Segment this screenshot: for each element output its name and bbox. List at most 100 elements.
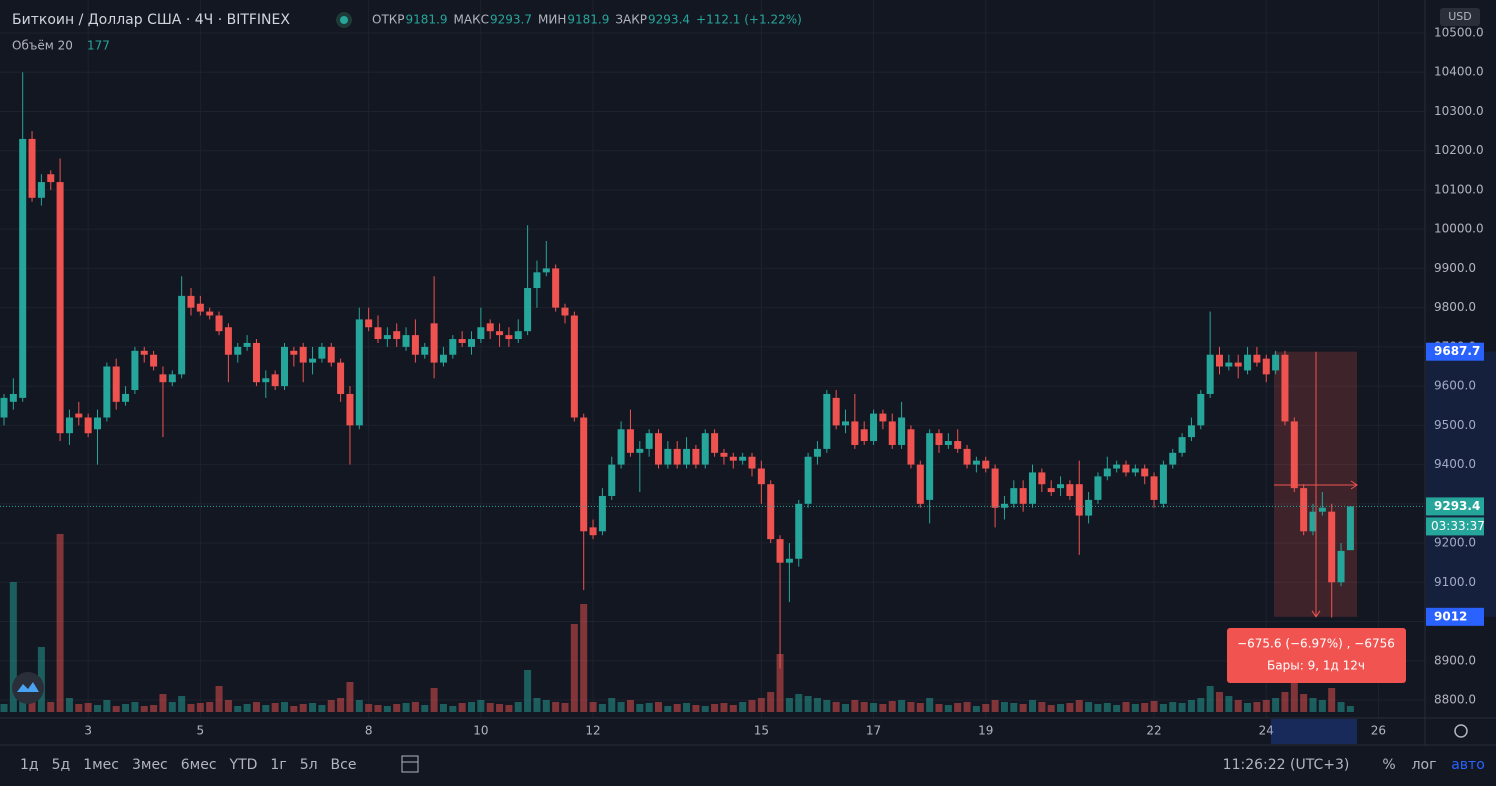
volume-bar: [178, 696, 186, 712]
auto-toggle[interactable]: авто: [1451, 757, 1485, 773]
volume-bar: [56, 534, 64, 712]
candle-body: [19, 138, 27, 398]
candle-body: [748, 456, 756, 469]
ohlc-label: ОТКР: [372, 13, 405, 27]
log-toggle[interactable]: лог: [1412, 757, 1437, 773]
percent-toggle[interactable]: %: [1382, 757, 1395, 773]
candle-body: [860, 429, 868, 442]
volume-bar: [84, 703, 92, 712]
volume-bar: [813, 698, 821, 712]
measure-bottom-price: 9012: [1434, 609, 1467, 623]
volume-bar: [701, 706, 709, 712]
candle-body: [439, 354, 447, 363]
candle-body: [168, 374, 176, 383]
last-price-badge: [1426, 497, 1484, 516]
range-button[interactable]: 3мес: [132, 757, 168, 773]
candle-body: [664, 448, 672, 465]
volume-bar: [65, 698, 73, 712]
candle-body: [879, 413, 887, 422]
candle-body: [1309, 511, 1317, 532]
volume-bar: [1244, 703, 1252, 712]
volume-bar: [935, 704, 943, 712]
volume-bar: [785, 698, 793, 712]
candle-body: [1141, 468, 1149, 477]
candle-body: [1131, 468, 1139, 473]
measure-bottom-price-badge: [1426, 607, 1484, 626]
volume-bar: [991, 700, 999, 712]
measure-tooltip: [1227, 628, 1406, 683]
volume-bar: [1234, 700, 1242, 712]
candle-body: [206, 311, 214, 316]
volume-bar: [421, 705, 429, 712]
candle-body: [37, 182, 45, 198]
candle-body: [851, 421, 859, 445]
y-tick-label: 9600.0: [1434, 379, 1476, 393]
volume-bar: [206, 702, 214, 712]
candle-body: [252, 342, 260, 383]
axis-highlight: [1271, 719, 1357, 744]
candle-body: [1318, 507, 1326, 512]
volume-bar: [281, 702, 288, 712]
volume-bar: [94, 705, 101, 712]
candle-body: [1094, 476, 1102, 500]
candle-body: [1085, 499, 1093, 516]
volume-bar: [9, 582, 17, 712]
logo[interactable]: [12, 672, 44, 704]
range-button[interactable]: 1д: [20, 757, 39, 773]
volume-bar: [346, 682, 354, 712]
candle-body: [1075, 484, 1083, 516]
candle-body: [383, 335, 391, 340]
range-button[interactable]: YTD: [229, 757, 258, 773]
range-button[interactable]: 1г: [270, 757, 286, 773]
candle-body: [346, 393, 354, 426]
volume-bar: [234, 706, 242, 712]
currency: USD: [1448, 10, 1472, 23]
volume-bar: [963, 702, 971, 712]
candle-body: [1253, 354, 1261, 363]
candle-body: [701, 433, 709, 465]
candle-body: [103, 366, 111, 418]
volume-bar: [1318, 700, 1326, 712]
currency-badge[interactable]: [1440, 8, 1480, 26]
x-tick-label: 10: [473, 724, 488, 738]
candle-body: [683, 448, 691, 465]
volume-bar: [954, 703, 962, 712]
range-button[interactable]: Все: [331, 757, 357, 773]
candle-body: [692, 448, 700, 465]
volume-bar: [683, 703, 691, 712]
volume-bar: [739, 702, 747, 712]
candle-body: [916, 464, 924, 504]
candle-body: [1290, 421, 1298, 489]
volume-bar: [47, 702, 55, 712]
range-button[interactable]: 1мес: [83, 757, 119, 773]
candle-body: [9, 393, 17, 402]
candle-body: [281, 346, 288, 387]
date-range-icon[interactable]: [401, 755, 419, 773]
volume-bar: [187, 704, 195, 712]
candle-body: [122, 393, 130, 402]
range-button[interactable]: 5д: [52, 757, 71, 773]
candle-body: [767, 484, 775, 540]
volume-bar: [524, 670, 532, 712]
range-button[interactable]: 5л: [300, 757, 318, 773]
candle-body: [589, 527, 597, 536]
range-button[interactable]: 6мес: [181, 757, 217, 773]
y-tick-label: 9400.0: [1434, 457, 1476, 471]
settings-icon[interactable]: [1454, 724, 1468, 738]
candle-body: [514, 331, 522, 340]
volume-bar: [150, 705, 158, 712]
volume-bar: [692, 705, 700, 712]
volume-bar: [1300, 694, 1308, 712]
volume-bar: [430, 688, 438, 712]
candle-body: [430, 323, 438, 363]
candle-body: [458, 339, 466, 343]
y-tick-label: 10000.0: [1434, 222, 1484, 236]
candle-body: [1019, 488, 1027, 504]
candle-body: [243, 342, 251, 347]
volume-bar: [879, 704, 887, 712]
volume-bar: [1150, 701, 1158, 712]
volume-bar: [888, 701, 896, 712]
volume-bar: [449, 706, 457, 712]
x-tick-label: 19: [978, 724, 993, 738]
candle-body: [598, 495, 606, 532]
